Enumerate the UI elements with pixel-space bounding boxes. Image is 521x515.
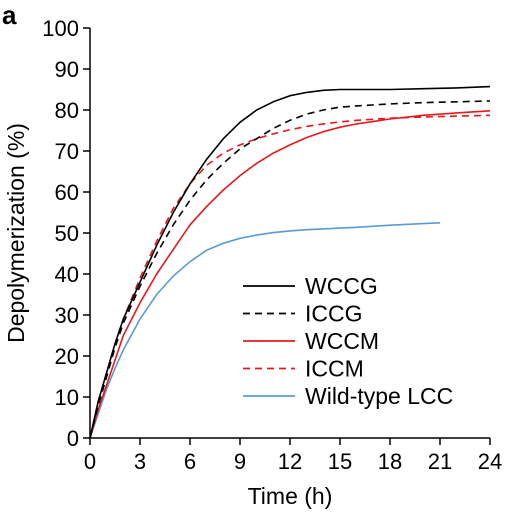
x-tick-label: 3 xyxy=(134,449,146,474)
x-tick-label: 24 xyxy=(478,449,502,474)
x-tick-label: 6 xyxy=(184,449,196,474)
y-tick-label: 60 xyxy=(55,180,79,205)
series-line-wccm xyxy=(89,110,491,439)
legend-label: WCCM xyxy=(305,328,379,354)
x-axis-title: Time (h) xyxy=(248,483,333,509)
x-ticks: 0 3 6 9 12 15 18 21 24 xyxy=(84,438,502,474)
y-tick-label: 30 xyxy=(55,303,79,328)
y-tick-label: 70 xyxy=(55,139,79,164)
legend-label: Wild-type LCC xyxy=(305,383,453,409)
y-axis-title: Depolymerization (%) xyxy=(3,123,29,343)
y-tick-label: 20 xyxy=(55,344,79,369)
x-tick-label: 18 xyxy=(378,449,402,474)
legend-label: ICCG xyxy=(305,301,363,327)
x-tick-label: 12 xyxy=(278,449,302,474)
series-line-iccg xyxy=(89,100,491,439)
y-ticks: 0 10 20 30 40 50 60 70 80 90 100 xyxy=(42,16,90,451)
series-line-wild-type-lcc xyxy=(89,222,441,439)
plot-area: 0 10 20 30 40 50 60 70 80 90 100 0 3 6 9 12 15 18 21 24 xyxy=(42,16,502,474)
y-tick-label: 0 xyxy=(67,426,79,451)
y-tick-label: 100 xyxy=(42,16,79,41)
legend-label: ICCM xyxy=(305,356,364,382)
y-tick-label: 40 xyxy=(55,262,79,287)
x-tick-label: 21 xyxy=(428,449,452,474)
x-tick-label: 9 xyxy=(234,449,246,474)
series-layer xyxy=(89,85,491,439)
legend-label: WCCG xyxy=(305,273,378,299)
y-tick-label: 90 xyxy=(55,57,79,82)
x-tick-label: 15 xyxy=(328,449,352,474)
x-tick-label: 0 xyxy=(84,449,96,474)
panel-label: a xyxy=(2,0,17,30)
y-tick-label: 10 xyxy=(55,385,79,410)
y-tick-label: 80 xyxy=(55,98,79,123)
series-line-wccg xyxy=(89,85,491,439)
y-tick-label: 50 xyxy=(55,221,79,246)
